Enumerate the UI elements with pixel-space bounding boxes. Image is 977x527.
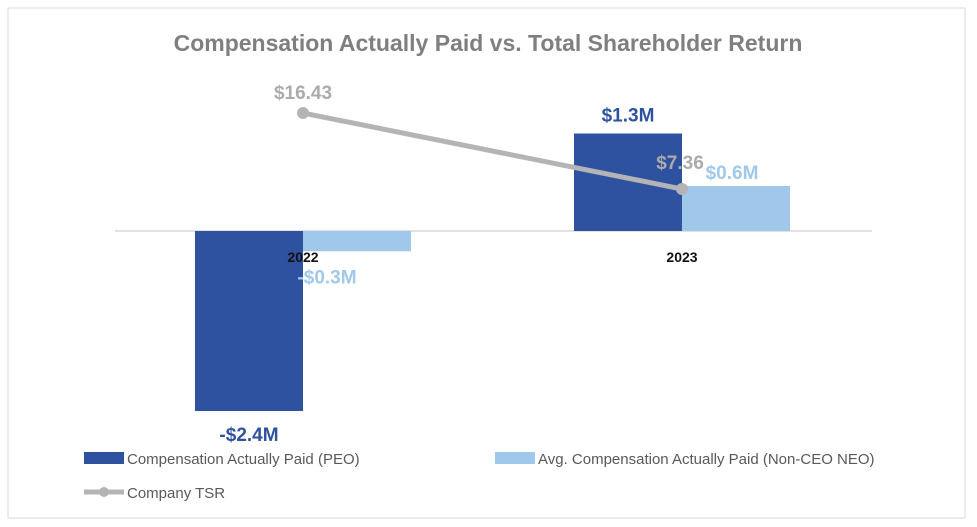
bar-2023-series0 — [574, 133, 682, 231]
chart-border — [7, 7, 966, 519]
chart-title: Compensation Actually Paid vs. Total Sha… — [174, 30, 803, 56]
legend-swatch-peo — [84, 452, 124, 464]
tsr-point-2023 — [676, 183, 688, 196]
tsr-label: $7.36 — [656, 153, 704, 174]
legend-label-peo: Compensation Actually Paid (PEO) — [127, 451, 360, 468]
bar-2022-series1 — [303, 231, 411, 252]
legend-label-neo: Avg. Compensation Actually Paid (Non-CEO… — [538, 451, 875, 468]
tsr-point-2022 — [297, 107, 309, 120]
tsr-label: $16.43 — [274, 83, 332, 104]
legend-swatch-neo — [495, 452, 535, 464]
category-label-2022: 2022 — [287, 249, 318, 265]
tsr-line — [302, 110, 683, 192]
data-label: -$2.4M — [219, 425, 278, 446]
legend-marker-tsr — [99, 487, 109, 497]
legend-label-tsr: Company TSR — [127, 485, 225, 502]
data-label: $0.6M — [706, 163, 759, 184]
data-label: $1.3M — [602, 106, 655, 127]
bar-2023-series1 — [682, 186, 790, 231]
bar-2022-series0 — [195, 231, 303, 411]
data-label: -$0.3M — [297, 267, 356, 288]
category-label-2023: 2023 — [666, 249, 697, 265]
